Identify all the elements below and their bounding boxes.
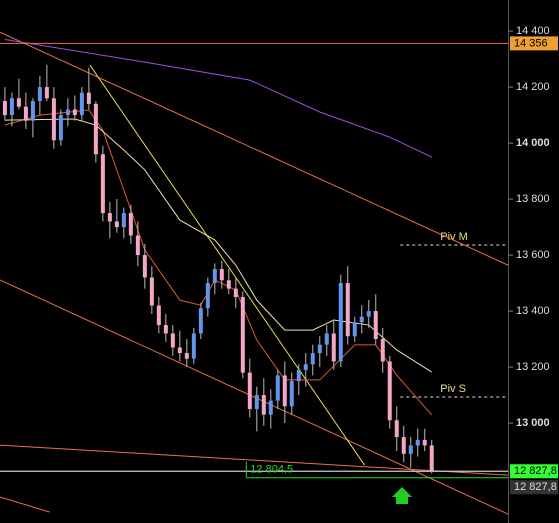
candle-body xyxy=(429,445,434,472)
candle-body xyxy=(156,305,161,326)
candle-body xyxy=(289,381,294,407)
candle-body xyxy=(44,87,49,99)
candle-body xyxy=(93,103,98,155)
candle-body xyxy=(170,333,175,348)
candle-body xyxy=(86,92,91,104)
candle-body xyxy=(254,395,259,410)
candle-body xyxy=(310,353,315,365)
candle-body xyxy=(37,87,42,102)
y-tick-label: 14 200 xyxy=(516,81,550,93)
candle-body xyxy=(422,439,427,446)
trend-line xyxy=(0,279,509,515)
candle-body xyxy=(191,333,196,359)
candle-body xyxy=(345,283,350,337)
candle-body xyxy=(16,98,21,107)
candle-body xyxy=(100,154,105,214)
candle-body xyxy=(247,372,252,410)
candle-body xyxy=(373,311,378,340)
candle-body xyxy=(128,213,133,236)
candle-body xyxy=(240,297,245,373)
candle-body xyxy=(51,98,56,141)
trend-line xyxy=(0,31,509,266)
candle-body xyxy=(212,269,217,284)
price-tag-label: 12 827,8 xyxy=(514,481,557,493)
trend-line xyxy=(0,496,50,513)
candle-body xyxy=(296,369,301,382)
candle-body xyxy=(177,347,182,354)
candle-body xyxy=(114,221,119,228)
y-tick-label: 13 000 xyxy=(516,417,550,429)
candle-body xyxy=(401,437,406,454)
candle-body xyxy=(72,109,77,116)
candle-body xyxy=(163,325,168,334)
candle-body xyxy=(408,445,413,454)
candle-body xyxy=(415,439,420,446)
buy-arrow xyxy=(392,487,412,504)
support-label: 12 804,5 xyxy=(250,464,293,476)
candle-body xyxy=(121,213,126,228)
price-tag xyxy=(510,36,558,51)
candle-body xyxy=(282,375,287,407)
candle-body xyxy=(65,109,70,116)
candle-body xyxy=(30,101,35,121)
price-tag xyxy=(510,464,558,479)
candle-body xyxy=(219,269,224,281)
candle-body xyxy=(9,98,14,116)
candle-body xyxy=(79,92,84,116)
candle-body xyxy=(331,333,336,362)
candle-body xyxy=(233,288,238,298)
candle-body xyxy=(23,106,28,121)
candle-body xyxy=(268,400,273,415)
candle-body xyxy=(275,375,280,401)
candle-body xyxy=(205,283,210,309)
candle-body xyxy=(135,235,140,256)
moving-average xyxy=(4,118,432,373)
candle-body xyxy=(366,311,371,317)
candle-body xyxy=(184,353,189,359)
trend-line xyxy=(89,64,365,466)
y-tick-label: 14 000 xyxy=(516,137,550,149)
y-tick-label: 13 800 xyxy=(516,193,550,205)
y-tick-label: 13 400 xyxy=(516,305,550,317)
candle-body xyxy=(394,420,399,438)
candle-body xyxy=(380,339,385,362)
candle-body xyxy=(198,308,203,334)
trend-line xyxy=(0,444,509,476)
candle-body xyxy=(142,255,147,278)
candle-body xyxy=(387,361,392,421)
y-tick-label: 13 600 xyxy=(516,249,550,261)
candle-body xyxy=(317,344,322,354)
candle-body xyxy=(2,101,7,116)
pivot-label: Piv M xyxy=(440,231,468,243)
price-tag xyxy=(510,480,558,495)
candle-body xyxy=(338,283,343,362)
candle-body xyxy=(149,277,154,306)
price-tag-label: 14 356 xyxy=(514,37,548,49)
y-tick-label: 13 200 xyxy=(516,361,550,373)
candle-body xyxy=(303,364,308,370)
candle-body xyxy=(58,115,63,141)
candle-body xyxy=(261,395,266,415)
candle-body xyxy=(107,213,112,222)
candle-body xyxy=(324,333,329,345)
candle-body xyxy=(359,316,364,323)
pivot-label: Piv S xyxy=(440,383,466,395)
y-tick-label: 14 400 xyxy=(516,25,550,37)
candle-body xyxy=(352,322,357,337)
price-tag-label: 12 827,8 xyxy=(514,465,557,477)
candle-body xyxy=(226,280,231,289)
moving-average xyxy=(4,38,432,158)
